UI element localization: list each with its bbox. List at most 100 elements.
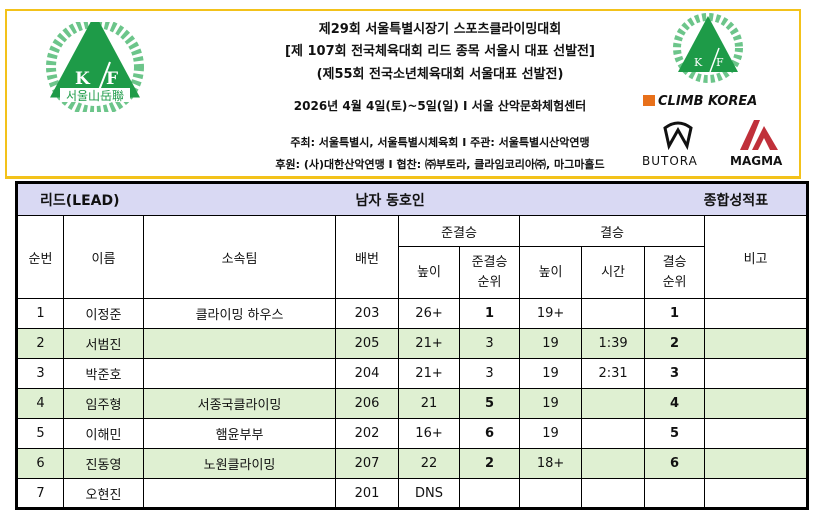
subheader-row: 높이 준결승 순위 높이 시간 결승 순위	[17, 246, 808, 299]
cell-note	[704, 448, 809, 479]
cell-note	[704, 298, 809, 329]
cell-name: 임주형	[63, 388, 144, 419]
cell-bib: 207	[335, 448, 400, 479]
cell-final-time	[581, 298, 646, 329]
col-bib: 배번	[335, 215, 400, 299]
cell-no: 3	[16, 358, 64, 389]
col-semi-rank: 준결승 순위	[459, 246, 521, 299]
discipline: 리드(LEAD)	[15, 182, 336, 216]
cell-semi-rank	[459, 478, 521, 509]
cell-semi-height: 16+	[398, 418, 461, 449]
svg-text:K: K	[694, 56, 703, 69]
cell-team: 서종국클라이밍	[142, 388, 337, 419]
climb-korea-logo: CLIMB KOREA	[643, 94, 757, 109]
cell-final-time	[581, 388, 646, 419]
col-final-time: 시간	[581, 246, 646, 299]
cell-bib: 205	[335, 328, 400, 359]
results-table: 리드(LEAD) 남자 동호인 종합성적표 순번 이름 소속팀 배번 준결승 결…	[15, 181, 810, 510]
cell-final-time: 1:39	[581, 328, 646, 359]
table-row: 2 서범진 205 21+ 3 19 1:39 2	[16, 328, 809, 359]
category: 남자 동호인	[335, 182, 582, 216]
butora-icon	[663, 121, 693, 150]
title-line-1: 제29회 서울특별시장기 스포츠클라이밍대회	[318, 22, 562, 37]
col-note: 비고	[704, 215, 809, 299]
cell-final-time: 2:31	[581, 358, 646, 389]
cell-final-rank: 5	[644, 418, 706, 449]
sponsor-line: 후원: (사)대한산악연맹 I 협찬: ㈜부토라, 클라임코리아㈜, 마그마홀드	[275, 158, 605, 171]
kf-logo: K F	[673, 13, 743, 83]
sheet-title: 종합성적표	[581, 182, 809, 216]
cell-name: 이해민	[63, 418, 144, 449]
col-team: 소속팀	[142, 215, 337, 299]
cell-final-time	[581, 418, 646, 449]
cell-final-rank	[644, 478, 706, 509]
svg-text:서울山岳聯: 서울山岳聯	[66, 89, 124, 103]
date-venue: 2026년 4월 4일(토)~5일(일) I 서울 산악문화체험센터	[293, 99, 587, 113]
col-final-rank: 결승 순위	[644, 246, 706, 299]
cell-final-rank: 6	[644, 448, 706, 479]
cell-semi-height: 21	[398, 388, 461, 419]
cell-final-height: 19	[519, 388, 583, 419]
cell-semi-height: DNS	[398, 478, 461, 509]
cell-final-time	[581, 478, 646, 509]
table-row: 1 이정준 클라이밍 하우스 203 26+ 1 19+ 1	[16, 298, 809, 329]
cell-final-rank: 3	[644, 358, 706, 389]
col-final-height: 높이	[519, 246, 583, 299]
cell-final-time	[581, 448, 646, 479]
cell-no: 5	[16, 418, 64, 449]
cell-note	[704, 358, 809, 389]
cell-name: 박준호	[63, 358, 144, 389]
cell-team: 햄윤부부	[142, 418, 337, 449]
cell-semi-rank: 1	[459, 298, 521, 329]
cell-name: 서범진	[63, 328, 144, 359]
col-final: 결승	[519, 215, 706, 247]
cell-no: 4	[16, 388, 64, 419]
cell-team	[142, 328, 337, 359]
table-row: 5 이해민 햄윤부부 202 16+ 6 19 5	[16, 418, 809, 449]
cell-name: 이정준	[63, 298, 144, 329]
cell-final-height: 19	[519, 358, 583, 389]
header-banner	[5, 9, 801, 179]
cell-bib: 201	[335, 478, 400, 509]
table-row: 3 박준호 204 21+ 3 19 2:31 3	[16, 358, 809, 389]
table-row: 4 임주형 서종국클라이밍 206 21 5 19 4	[16, 388, 809, 419]
cell-semi-rank: 2	[459, 448, 521, 479]
table-title-row: 리드(LEAD) 남자 동호인 종합성적표	[15, 182, 809, 216]
cell-no: 6	[16, 448, 64, 479]
cell-final-height: 19	[519, 328, 583, 359]
cell-note	[704, 478, 809, 509]
cell-final-height	[519, 478, 583, 509]
cell-final-height: 19	[519, 418, 583, 449]
col-semi-height: 높이	[398, 246, 461, 299]
cell-name: 오현진	[63, 478, 144, 509]
cell-bib: 203	[335, 298, 400, 329]
cell-semi-rank: 3	[459, 328, 521, 359]
svg-text:F: F	[106, 69, 118, 89]
cell-final-rank: 2	[644, 328, 706, 359]
cell-semi-height: 22	[398, 448, 461, 479]
cell-no: 7	[16, 478, 64, 509]
cell-no: 1	[16, 298, 64, 329]
header-row: 순번 이름 소속팀 배번 준결승 결승 비고	[16, 215, 809, 299]
cell-semi-height: 21+	[398, 328, 461, 359]
cell-team: 클라이밍 하우스	[142, 298, 337, 329]
magma-icon	[740, 120, 778, 150]
cell-final-rank: 1	[644, 298, 706, 329]
table-row: 6 진동영 노원클라이밍 207 22 2 18+ 6	[16, 448, 809, 479]
cell-no: 2	[16, 328, 64, 359]
cell-semi-height: 21+	[398, 358, 461, 389]
cell-semi-rank: 3	[459, 358, 521, 389]
svg-text:K: K	[75, 69, 91, 89]
cell-team: 노원클라이밍	[142, 448, 337, 479]
table-row: 7 오현진 201 DNS	[16, 478, 809, 509]
cell-semi-height: 26+	[398, 298, 461, 329]
cell-bib: 204	[335, 358, 400, 389]
cell-team	[142, 358, 337, 389]
col-no: 순번	[16, 215, 64, 299]
cell-bib: 206	[335, 388, 400, 419]
cell-team	[142, 478, 337, 509]
cell-name: 진동영	[63, 448, 144, 479]
climb-korea-icon	[643, 95, 655, 106]
col-semi: 준결승	[398, 215, 521, 247]
title-line-3: (제55회 전국소년체육대회 서울대표 선발전)	[316, 67, 564, 82]
